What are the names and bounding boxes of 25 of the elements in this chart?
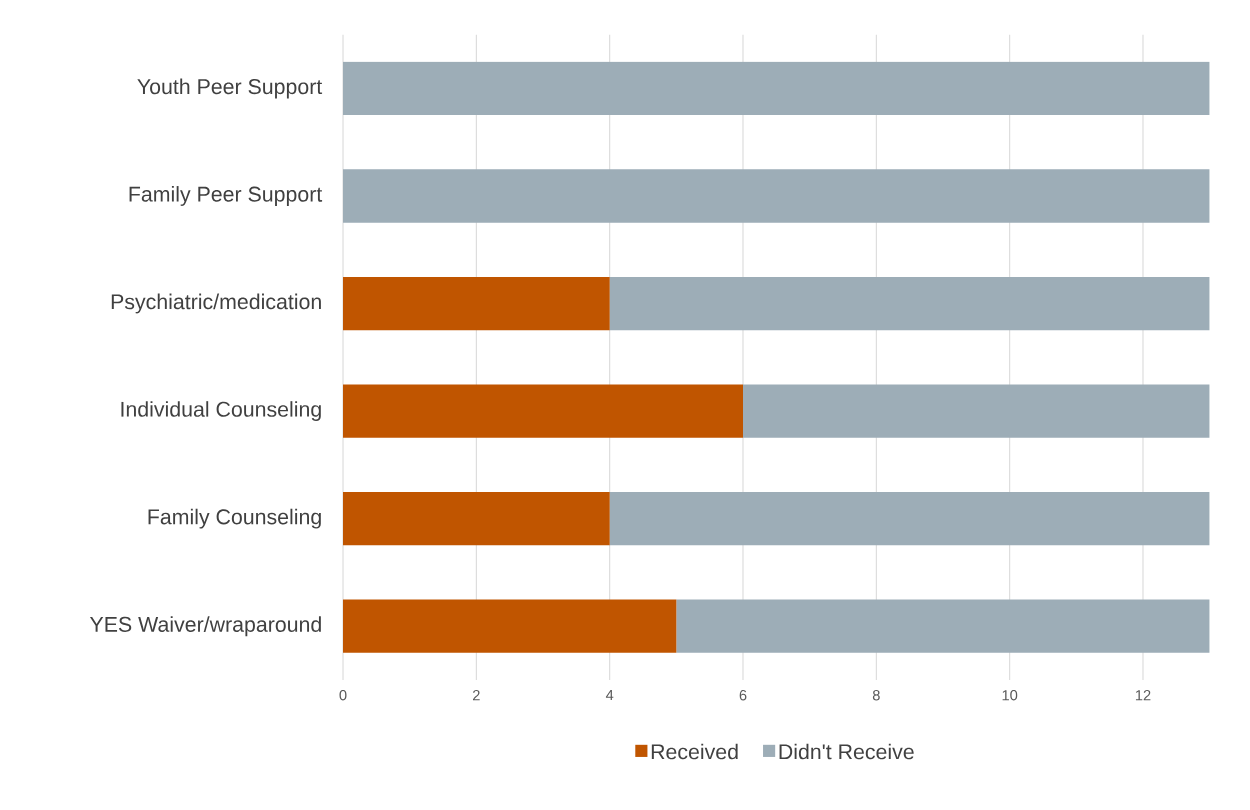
bar — [743, 384, 1210, 438]
y-tick-label: Psychiatric/medication — [111, 293, 321, 314]
y-tick-label: YES Waiver/wraparound — [89, 616, 321, 637]
bar — [676, 599, 1210, 653]
bar — [343, 384, 743, 438]
legend-label: Didn't Receive — [779, 743, 914, 760]
bar — [343, 491, 610, 546]
y-tick-label: Family Counseling — [148, 508, 321, 529]
bar — [343, 276, 610, 331]
x-tick-label: 2 — [472, 690, 480, 701]
bar — [343, 169, 1210, 223]
x-tick-label: 6 — [739, 690, 747, 701]
y-tick-label: Individual Counseling — [121, 401, 321, 422]
x-tick-label: 12 — [1135, 690, 1151, 701]
bar — [609, 276, 1210, 331]
x-tick-label: 8 — [872, 690, 880, 701]
legend-label: Received — [651, 743, 738, 760]
bar — [609, 491, 1210, 546]
x-tick-label: 4 — [605, 690, 614, 701]
y-tick-label: Family Peer Support — [129, 186, 323, 206]
bar — [343, 599, 677, 653]
x-tick-label: 0 — [339, 690, 347, 701]
bar — [343, 61, 1210, 116]
x-tick-label: 10 — [1002, 690, 1018, 701]
y-tick-label: Youth Peer Support — [137, 78, 323, 99]
